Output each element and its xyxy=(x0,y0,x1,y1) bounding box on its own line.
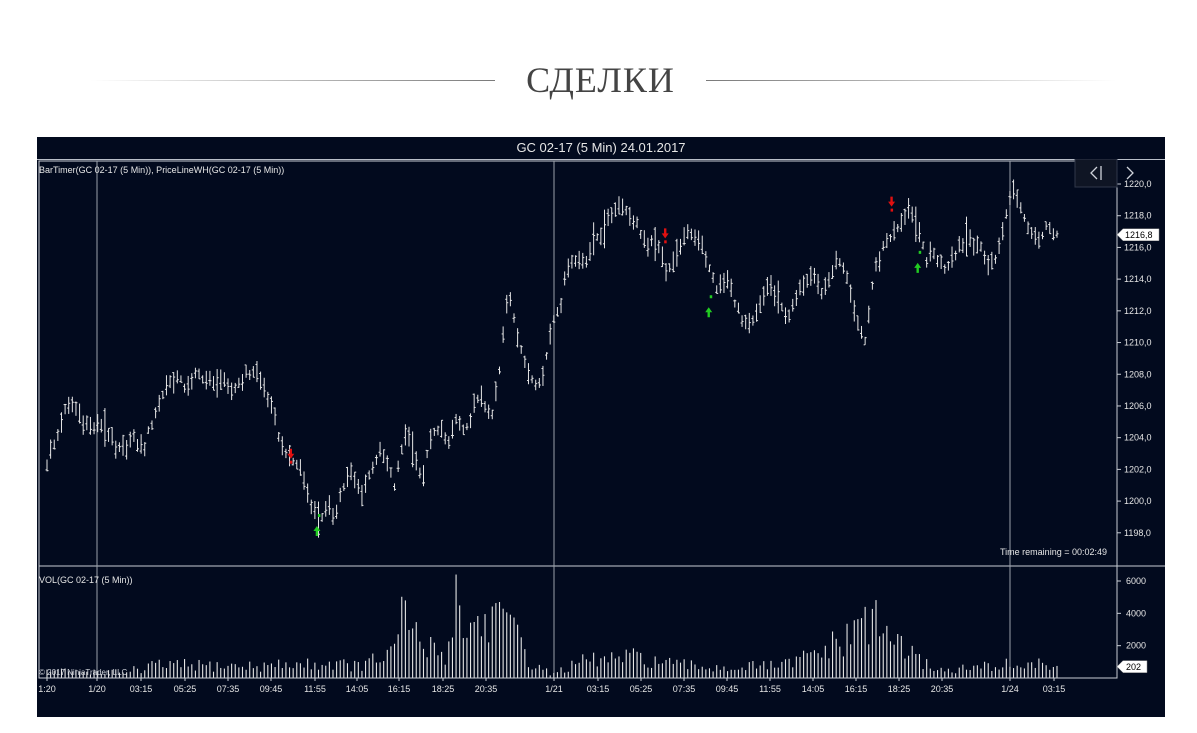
last-price-label: 1216,8 xyxy=(1125,230,1153,240)
time-tick-label: 1/24 xyxy=(1001,684,1019,694)
price-tick-label: 1206,0 xyxy=(1124,401,1152,411)
time-tick-label: 07:35 xyxy=(217,684,240,694)
chart-frame[interactable]: GC 02-17 (5 Min) 24.01.2017 BarTimer(GC … xyxy=(37,137,1165,717)
last-price-tag xyxy=(1116,228,1160,241)
volume-tick-label: 6000 xyxy=(1126,576,1146,586)
sell-arrow-marker xyxy=(287,448,295,459)
time-tick-label: 07:35 xyxy=(673,684,696,694)
sell-exit-marker xyxy=(664,240,667,244)
time-tick-label: 03:15 xyxy=(130,684,153,694)
time-tick-label: 11:55 xyxy=(759,684,781,694)
price-tick-label: 1220,0 xyxy=(1124,179,1152,189)
volume-tick-label: 4000 xyxy=(1126,608,1146,618)
time-tick-label: 14:05 xyxy=(802,684,825,694)
sell-exit-marker xyxy=(289,460,293,464)
chart-title: GC 02-17 (5 Min) 24.01.2017 xyxy=(516,140,686,155)
time-tick-label: 18:25 xyxy=(888,684,911,694)
time-tick-label: 20:35 xyxy=(931,684,954,694)
price-tick-label: 1216,0 xyxy=(1124,242,1152,252)
price-tick-label: 1202,0 xyxy=(1124,464,1152,474)
time-tick-label: 11:55 xyxy=(304,684,326,694)
heading-line-left xyxy=(90,80,495,81)
time-tick-label: 03:15 xyxy=(587,684,610,694)
sell-arrow-marker xyxy=(661,228,669,239)
buy-entry-marker xyxy=(317,514,321,518)
last-volume-tag xyxy=(1116,660,1148,673)
time-tick-label: 05:25 xyxy=(174,684,197,694)
time-tick-label: 1/20 xyxy=(88,684,106,694)
time-tick-label: 18:25 xyxy=(432,684,455,694)
buy-arrow-marker xyxy=(914,262,922,273)
price-indicator-label: BarTimer(GC 02-17 (5 Min)), PriceLineWH(… xyxy=(39,165,284,175)
time-tick-label: 05:25 xyxy=(630,684,653,694)
last-volume-label: 202 xyxy=(1126,662,1141,672)
price-tick-label: 1204,0 xyxy=(1124,433,1152,443)
time-tick-label: 03:15 xyxy=(1043,684,1066,694)
time-tick-label: 16:15 xyxy=(388,684,411,694)
price-tick-label: 1214,0 xyxy=(1124,274,1152,284)
price-tick-label: 1208,0 xyxy=(1124,369,1152,379)
volume-indicator-label: VOL(GC 02-17 (5 Min)) xyxy=(39,575,133,585)
buy-entry-marker xyxy=(918,250,922,254)
buy-entry-marker xyxy=(709,295,713,299)
price-tick-label: 1200,0 xyxy=(1124,496,1152,506)
price-tick-label: 1210,0 xyxy=(1124,338,1152,348)
price-tick-label: 1212,0 xyxy=(1124,306,1152,316)
time-tick-label: 16:15 xyxy=(845,684,868,694)
time-tick-label: 1:20 xyxy=(38,684,56,694)
buy-arrow-marker xyxy=(705,307,713,318)
chart-svg[interactable]: BarTimer(GC 02-17 (5 Min)), PriceLineWH(… xyxy=(37,159,1165,717)
time-tick-label: 14:05 xyxy=(346,684,369,694)
plot-border xyxy=(38,160,1118,679)
chart-nav-panel xyxy=(1074,159,1118,188)
time-tick-label: 20:35 xyxy=(475,684,498,694)
sell-exit-marker xyxy=(890,208,894,212)
heading-line-right xyxy=(706,80,1116,81)
time-tick-label: 1/21 xyxy=(545,684,563,694)
chevron-left-icon[interactable] xyxy=(1090,166,1098,180)
chevron-right-icon[interactable] xyxy=(1126,166,1134,180)
price-tick-label: 1218,0 xyxy=(1124,211,1152,221)
time-remaining-label: Time remaining = 00:02:49 xyxy=(1000,547,1107,557)
copyright-label: © 2017 NinjaTrader, LLC xyxy=(39,668,128,677)
price-tick-label: 1198,0 xyxy=(1124,528,1151,538)
time-tick-label: 09:45 xyxy=(260,684,283,694)
page-title: СДЕЛКИ xyxy=(526,60,675,100)
chart-header: GC 02-17 (5 Min) 24.01.2017 xyxy=(37,137,1165,160)
buy-arrow-marker xyxy=(313,526,321,537)
volume-tick-label: 2000 xyxy=(1126,641,1146,651)
section-heading: СДЕЛКИ xyxy=(0,55,1197,105)
sell-arrow-marker xyxy=(888,196,896,207)
time-tick-label: 09:45 xyxy=(716,684,739,694)
